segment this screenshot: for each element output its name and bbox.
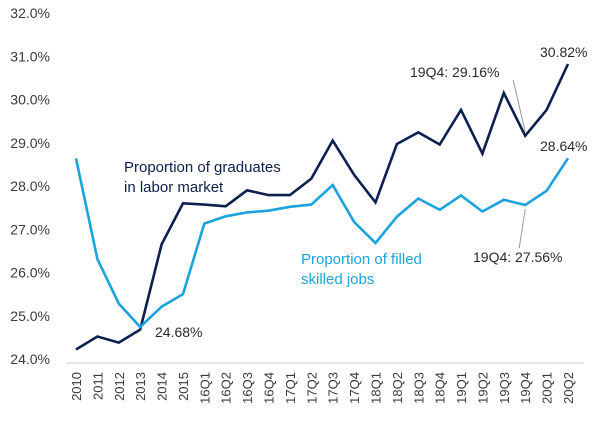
x-tick-label: 18Q3: [411, 372, 426, 404]
callout-leader-19q4-graduates: [512, 79, 526, 132]
y-tick-label: 25.0%: [10, 308, 50, 324]
y-axis-ticks: 24.0% 25.0% 26.0% 27.0% 28.0% 29.0% 30.0% 31.0%…: [10, 5, 50, 367]
x-tick-label: 2012: [112, 372, 127, 401]
annotation-20q2-skilled: 28.64%: [540, 138, 587, 154]
y-tick-label: 26.0%: [10, 265, 50, 281]
x-tick-label: 19Q3: [497, 372, 512, 404]
x-tick-label: 16Q2: [219, 372, 234, 404]
series-label-graduates: Proportion of graduates in labor market: [124, 159, 285, 196]
y-tick-label: 24.0%: [10, 351, 50, 367]
x-tick-label: 20Q1: [540, 372, 555, 404]
x-tick-label: 2010: [69, 372, 84, 401]
y-tick-label: 29.0%: [10, 135, 50, 151]
x-tick-label: 20Q2: [561, 372, 576, 404]
x-tick-label: 17Q3: [326, 372, 341, 404]
annotation-19q4-skilled: 19Q4: 27.56%: [473, 249, 563, 265]
annotation-2013-graduates: 24.68%: [155, 324, 202, 340]
y-tick-label: 28.0%: [10, 178, 50, 194]
x-tick-label: 2013: [133, 372, 148, 401]
x-tick-label: 2014: [155, 372, 170, 401]
callout-leader-19q4-skilled: [518, 208, 526, 249]
x-tick-label: 17Q1: [283, 372, 298, 404]
annotation-19q4-graduates: 19Q4: 29.16%: [410, 64, 500, 80]
y-tick-label: 27.0%: [10, 221, 50, 237]
x-tick-label: 16Q4: [262, 372, 277, 404]
series-line-skilled-jobs: [74, 157, 570, 329]
y-tick-label: 32.0%: [10, 5, 50, 21]
x-tick-label: 19Q2: [475, 372, 490, 404]
x-tick-label: 18Q1: [368, 372, 383, 404]
y-tick-label: 30.0%: [10, 92, 50, 108]
x-tick-label: 16Q3: [240, 372, 255, 404]
y-tick-label: 31.0%: [10, 48, 50, 64]
x-tick-label: 18Q4: [433, 372, 448, 404]
annotation-20q2-graduates: 30.82%: [540, 44, 587, 60]
x-tick-label: 2015: [176, 372, 191, 401]
x-tick-label: 16Q1: [197, 372, 212, 404]
x-tick-label: 18Q2: [390, 372, 405, 404]
x-tick-label: 2011: [90, 372, 105, 400]
x-tick-label: 19Q1: [454, 372, 469, 404]
series-lines: [74, 63, 570, 351]
x-tick-label: 17Q4: [347, 372, 362, 404]
x-tick-label: 17Q2: [304, 372, 319, 404]
x-axis-ticks: 2010 2011 2012 2013 2014 2015 16Q1 16Q2 16Q3 16Q4…: [69, 372, 576, 404]
series-label-skilled-jobs: Proportion of filled skilled jobs: [301, 251, 426, 288]
x-tick-label: 19Q4: [518, 372, 533, 404]
series-line-graduates: [75, 63, 570, 351]
